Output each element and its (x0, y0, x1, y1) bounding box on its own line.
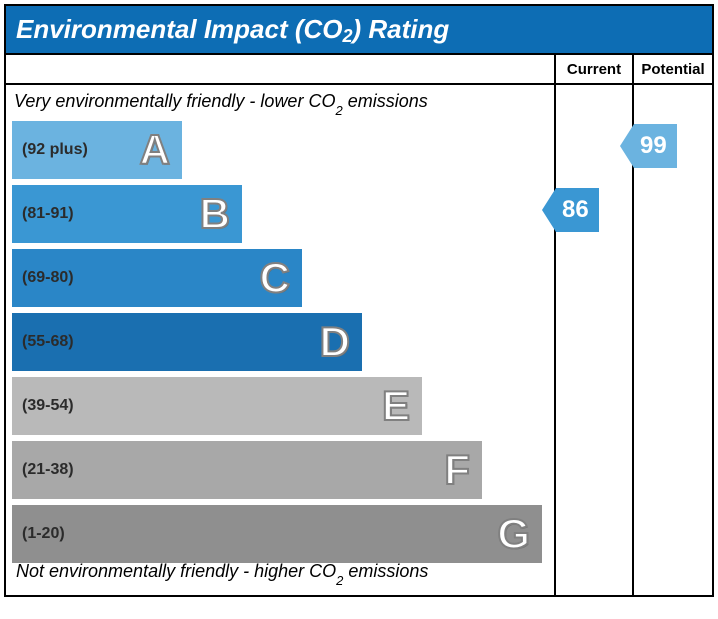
current-header: Current (556, 55, 632, 85)
band-range: (69-80) (12, 269, 74, 287)
potential-column: Potential 99 (634, 55, 712, 595)
band-range: (81-91) (12, 205, 74, 223)
band-c: (69-80) C (12, 249, 302, 307)
band-f: (21-38) F (12, 441, 482, 499)
band-letter: B (200, 190, 230, 238)
band-range: (39-54) (12, 397, 74, 415)
band-range: (55-68) (12, 333, 74, 351)
caption-top: Very environmentally friendly - lower CO… (12, 89, 548, 121)
band-letter: F (444, 446, 470, 494)
pointer-value: 86 (556, 188, 599, 232)
band-g: (1-20) G (12, 505, 542, 563)
potential-pointer: 99 (620, 124, 677, 168)
band-range: (92 plus) (12, 141, 88, 159)
band-e: (39-54) E (12, 377, 422, 435)
band-a: (92 plus) A (12, 121, 182, 179)
potential-header: Potential (634, 55, 712, 85)
band-letter: D (320, 318, 350, 366)
bars-container: (92 plus) A (81-91) B (69-80) C (55-68) D (39-54… (12, 121, 548, 563)
band-d: (55-68) D (12, 313, 362, 371)
title-sub: 2 (343, 26, 353, 46)
band-letter: E (382, 382, 410, 430)
band-range: (21-38) (12, 461, 74, 479)
pointer-arrow-icon (542, 188, 556, 232)
pointer-value: 99 (634, 124, 677, 168)
bands-column: Very environmentally friendly - lower CO… (6, 55, 556, 595)
bands-body: Very environmentally friendly - lower CO… (6, 85, 554, 595)
current-pointer: 86 (542, 188, 599, 232)
chart-title: Environmental Impact (CO2) Rating (6, 6, 712, 55)
title-suffix: ) Rating (353, 14, 450, 44)
band-letter: C (260, 254, 290, 302)
pointer-arrow-icon (620, 124, 634, 168)
title-prefix: Environmental Impact (CO (16, 14, 343, 44)
potential-body: 99 (634, 85, 712, 595)
band-letter: A (140, 126, 170, 174)
bands-header (6, 55, 554, 85)
band-b: (81-91) B (12, 185, 242, 243)
caption-bottom: Not environmentally friendly - higher CO… (14, 559, 430, 591)
band-letter: G (497, 510, 530, 558)
chart-grid: Very environmentally friendly - lower CO… (6, 55, 712, 595)
band-range: (1-20) (12, 525, 65, 543)
rating-chart: Environmental Impact (CO2) Rating Very e… (4, 4, 714, 597)
